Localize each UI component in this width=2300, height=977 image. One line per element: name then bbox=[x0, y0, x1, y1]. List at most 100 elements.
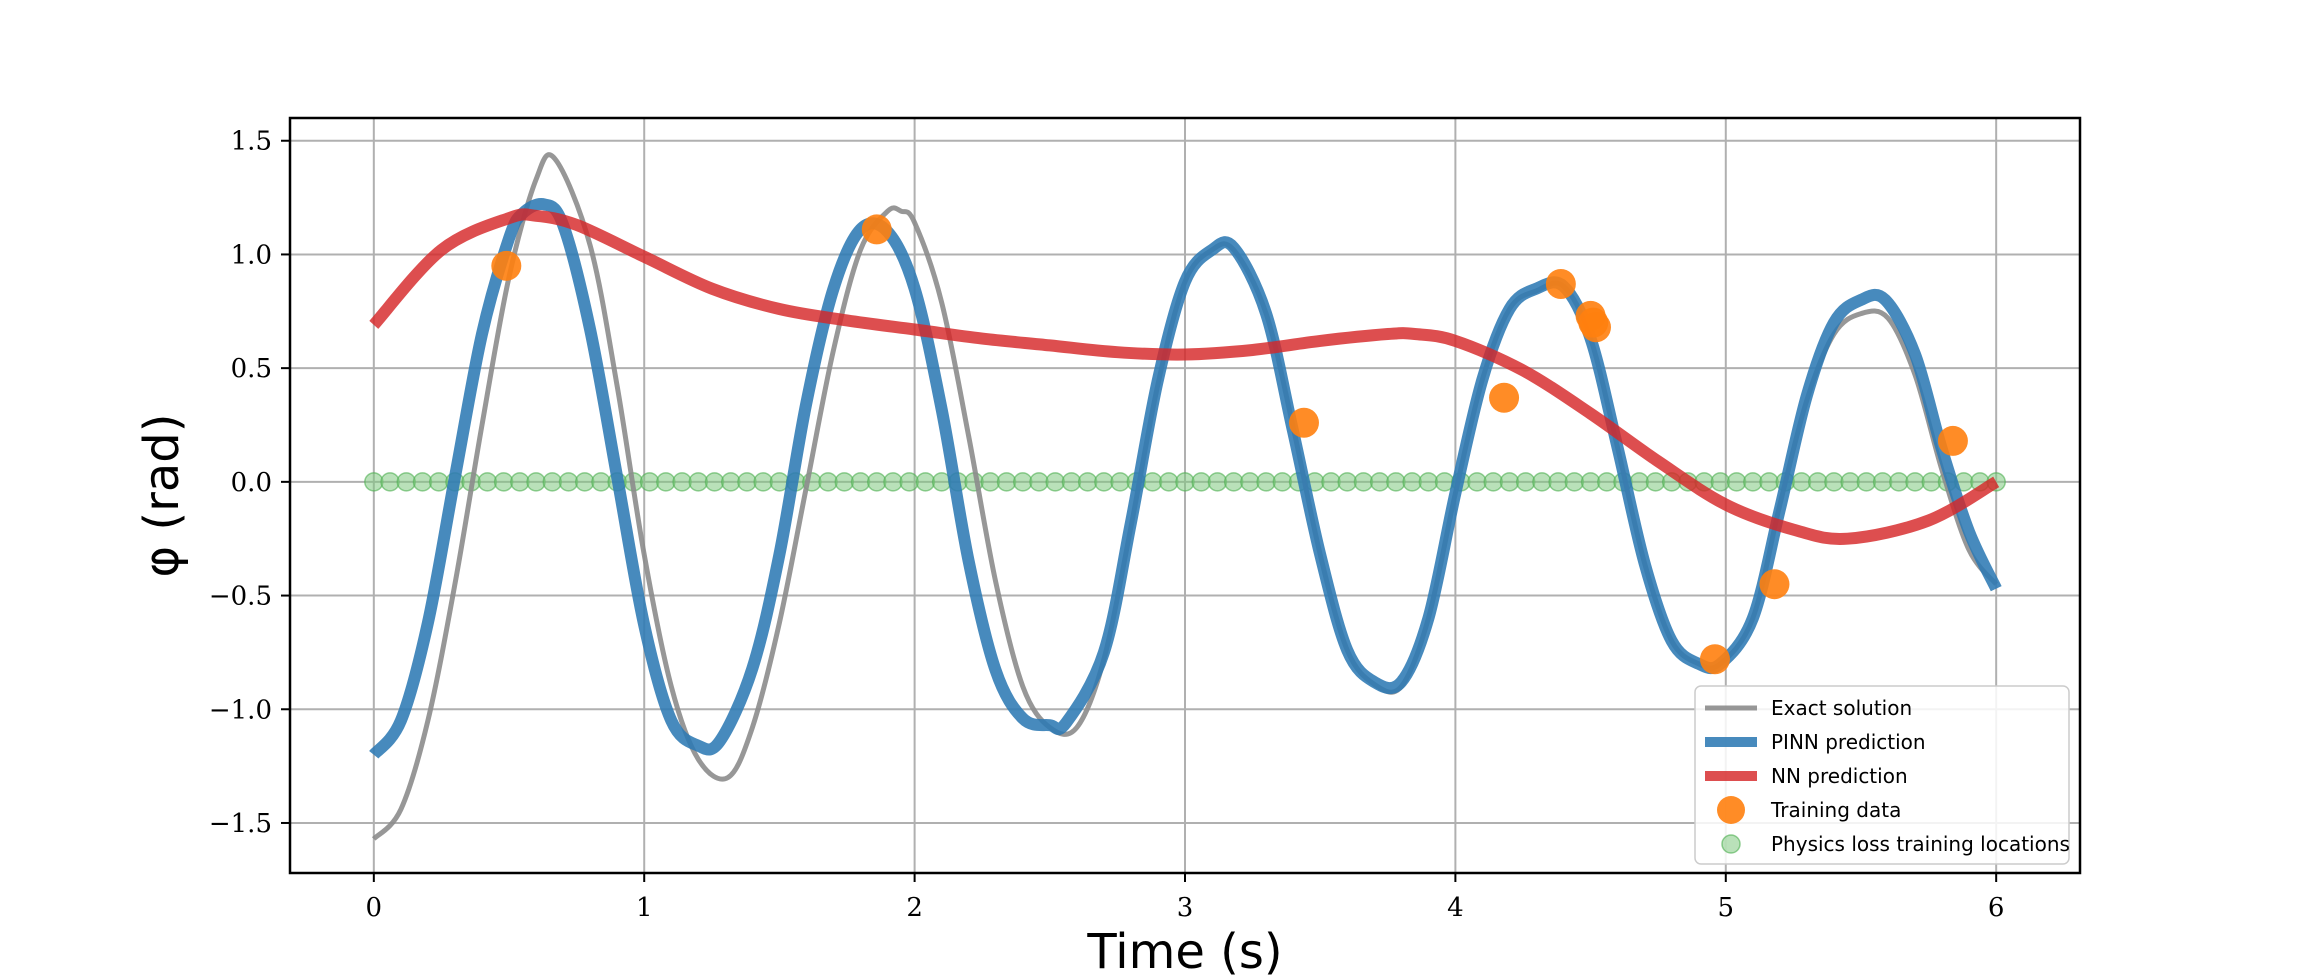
physics-loss-point bbox=[1759, 472, 1779, 492]
y-axis: 1.5 1.0 0.5 0.0 −0.5 −1.0 −1.5 bbox=[209, 127, 290, 839]
physics-loss-point bbox=[883, 472, 903, 492]
physics-loss-point bbox=[591, 472, 611, 492]
physics-loss-point bbox=[996, 472, 1017, 492]
physics-loss-point bbox=[1029, 472, 1049, 492]
pinn-prediction-line bbox=[369, 198, 2002, 759]
physics-loss-point bbox=[1386, 472, 1406, 492]
physics-loss-point bbox=[1402, 472, 1422, 492]
physics-loss-point bbox=[867, 472, 887, 492]
legend-label: NN prediction bbox=[1771, 764, 1908, 788]
physics-loss-point bbox=[1564, 472, 1585, 492]
physics-loss-point bbox=[1223, 472, 1244, 492]
physics-loss-point bbox=[1840, 472, 1860, 492]
x-axis-label: Time (s) bbox=[1086, 924, 1282, 977]
physics-loss-point bbox=[1013, 472, 1033, 492]
y-tick-label: −1.5 bbox=[209, 809, 272, 839]
training-data-point bbox=[491, 250, 522, 281]
physics-loss-point bbox=[412, 472, 433, 492]
legend-label: PINN prediction bbox=[1771, 730, 1926, 754]
physics-loss-point bbox=[1175, 472, 1195, 492]
physics-loss-point bbox=[850, 472, 871, 492]
physics-loss-point bbox=[656, 472, 676, 492]
physics-loss-point bbox=[1159, 472, 1179, 492]
y-tick-label: 0.0 bbox=[231, 468, 272, 498]
physics-loss-point bbox=[1515, 472, 1536, 492]
physics-loss-point bbox=[1548, 472, 1568, 492]
legend-swatch bbox=[1717, 796, 1745, 824]
legend-label: Physics loss training locations bbox=[1771, 832, 2070, 856]
physics-loss-point bbox=[1045, 472, 1065, 492]
y-tick-label: −0.5 bbox=[209, 582, 272, 612]
physics-loss-point bbox=[1921, 472, 1942, 492]
physics-loss-point bbox=[1110, 472, 1130, 492]
physics-loss-point bbox=[1905, 472, 1925, 492]
physics-loss-point bbox=[1710, 472, 1731, 492]
x-tick-label: 2 bbox=[906, 893, 923, 923]
nn-prediction-line bbox=[369, 208, 2000, 545]
physics-loss-point bbox=[1061, 472, 1082, 492]
y-tick-label: 1.5 bbox=[231, 127, 272, 157]
legend-box bbox=[1694, 685, 2070, 865]
physics-loss-point bbox=[753, 472, 773, 492]
legend-item-nn: NN prediction bbox=[1705, 764, 1908, 788]
physics-loss-point bbox=[1467, 472, 1487, 492]
physics-loss-point bbox=[1889, 472, 1909, 492]
legend-item-pinn: PINN prediction bbox=[1705, 730, 1926, 754]
physics-loss-point bbox=[1321, 472, 1341, 492]
physics-loss-point bbox=[1207, 472, 1228, 492]
physics-loss-point bbox=[1726, 472, 1747, 492]
physics-loss-point bbox=[1743, 472, 1763, 492]
physics-loss-point bbox=[558, 472, 579, 492]
physics-loss-point bbox=[380, 472, 400, 492]
physics-loss-point bbox=[672, 472, 692, 492]
y-tick-label: 1.0 bbox=[231, 240, 272, 270]
physics-loss-point bbox=[639, 472, 660, 492]
physics-loss-point bbox=[688, 472, 709, 492]
legend-item-training: Training data bbox=[1717, 796, 1901, 824]
physics-loss-point bbox=[915, 472, 936, 492]
physics-loss-point bbox=[1272, 472, 1293, 492]
y-tick-label: −1.0 bbox=[209, 695, 272, 725]
training-data-point bbox=[1288, 407, 1319, 438]
physics-loss-point bbox=[1629, 472, 1650, 492]
physics-loss-point bbox=[542, 472, 563, 492]
physics-loss-point bbox=[1499, 472, 1520, 492]
legend-item-physics: Physics loss training locations bbox=[1721, 832, 2070, 856]
x-tick-label: 1 bbox=[636, 893, 653, 923]
training-data-point bbox=[861, 214, 892, 245]
physics-loss-point bbox=[1645, 472, 1666, 492]
physics-loss-point bbox=[428, 472, 449, 492]
x-tick-label: 4 bbox=[1447, 893, 1464, 923]
training-data-point bbox=[1580, 312, 1611, 343]
physics-loss-point bbox=[1353, 472, 1374, 492]
training-data-point bbox=[1545, 269, 1576, 300]
legend-item-exact: Exact solution bbox=[1705, 696, 1912, 720]
y-tick-label: 0.5 bbox=[231, 354, 272, 384]
x-tick-label: 3 bbox=[1177, 893, 1194, 923]
training-data-point bbox=[1489, 382, 1520, 413]
physics-loss-point bbox=[1191, 472, 1211, 492]
physics-loss-point bbox=[1369, 472, 1390, 492]
physics-loss-point bbox=[1483, 472, 1503, 492]
physics-loss-point bbox=[574, 472, 595, 492]
physics-loss-point bbox=[1142, 472, 1163, 492]
physics-loss-point bbox=[834, 472, 855, 492]
legend-label: Training data bbox=[1770, 798, 1901, 822]
physics-loss-point bbox=[980, 472, 1001, 492]
physics-loss-point bbox=[1580, 472, 1601, 492]
physics-loss-point bbox=[704, 472, 725, 492]
physics-loss-point bbox=[1240, 472, 1260, 492]
physics-loss-point bbox=[526, 472, 546, 492]
physics-loss-point bbox=[899, 472, 919, 492]
physics-loss-point bbox=[1824, 472, 1844, 492]
x-tick-label: 0 bbox=[366, 893, 383, 923]
legend: Exact solution PINN prediction NN predicti… bbox=[1694, 685, 2070, 865]
physics-loss-point bbox=[493, 472, 514, 492]
plot-area bbox=[364, 152, 2006, 841]
training-data-point bbox=[1937, 425, 1968, 456]
physics-loss-point bbox=[818, 472, 838, 492]
physics-loss-point bbox=[720, 472, 741, 492]
physics-loss-point bbox=[737, 472, 757, 492]
legend-swatch bbox=[1721, 834, 1741, 854]
